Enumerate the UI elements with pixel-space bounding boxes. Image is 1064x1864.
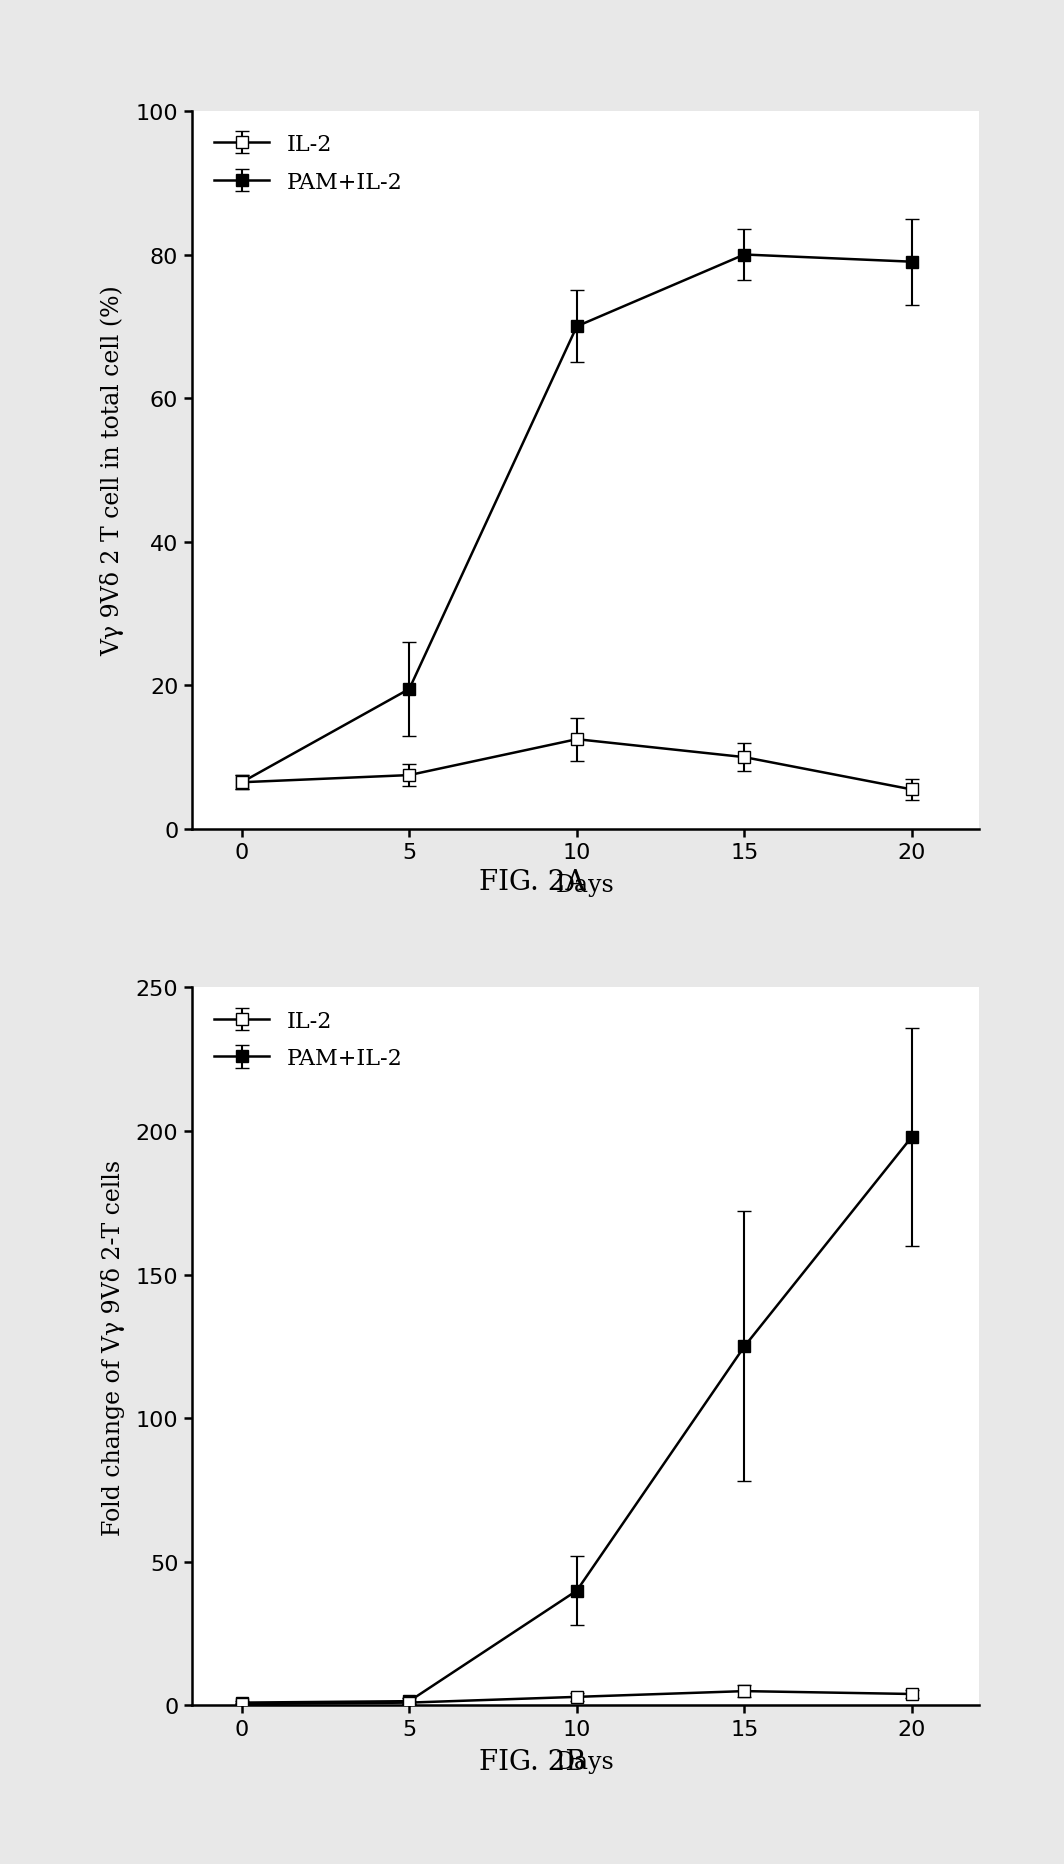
Y-axis label: Fold change of Vγ 9Vδ 2-T cells: Fold change of Vγ 9Vδ 2-T cells	[101, 1159, 124, 1534]
Legend: IL-2, PAM+IL-2: IL-2, PAM+IL-2	[202, 999, 414, 1081]
Text: FIG. 2B: FIG. 2B	[479, 1748, 585, 1775]
Y-axis label: Vγ 9Vδ 2 T cell in total cell (%): Vγ 9Vδ 2 T cell in total cell (%)	[101, 285, 124, 656]
Legend: IL-2, PAM+IL-2: IL-2, PAM+IL-2	[202, 123, 414, 205]
X-axis label: Days: Days	[555, 1750, 615, 1773]
Text: FIG. 2A: FIG. 2A	[479, 869, 585, 895]
X-axis label: Days: Days	[555, 874, 615, 897]
